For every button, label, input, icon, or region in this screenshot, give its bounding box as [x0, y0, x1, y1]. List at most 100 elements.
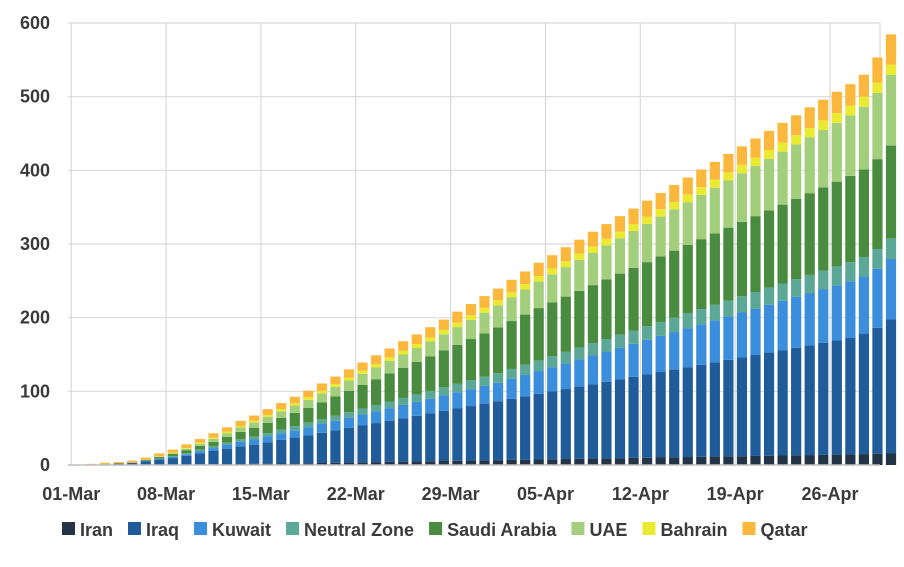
bar-segment-kuwait [357, 414, 368, 426]
bar-segment-iraq [330, 430, 341, 463]
bar-segment-kuwait [479, 385, 490, 404]
bar-segment-kuwait [194, 451, 206, 454]
bar-segment-uae [845, 115, 856, 176]
bar-segment-qatar [357, 362, 368, 371]
bar-segment-qatar [655, 193, 666, 210]
bar-segment-uae [858, 106, 869, 170]
bar-segment-qatar [438, 319, 449, 330]
bar-segment-neutral-zone [547, 356, 558, 368]
bar-segment-saudi-arabia [547, 302, 558, 357]
bar-segment-uae [736, 173, 748, 222]
x-tick-label: 26-Apr [802, 484, 859, 504]
bar-segment-neutral-zone [682, 313, 693, 329]
bar-segment-saudi-arabia [221, 436, 233, 443]
bar-segment-kuwait [818, 289, 829, 343]
bar-segment-uae [614, 238, 626, 274]
bar-segment-saudi-arabia [804, 193, 815, 275]
bar-segment-saudi-arabia [371, 379, 382, 406]
y-tick-label: 200 [20, 308, 50, 328]
bar-segment-saudi-arabia [479, 333, 490, 377]
bar-segment-uae [262, 416, 273, 423]
bar-segment-uae [221, 433, 233, 437]
bar-segment-iran [614, 458, 626, 465]
bar-segment-uae [547, 274, 558, 303]
bar-segment-kuwait [235, 441, 246, 447]
bar-segment-iran [818, 454, 829, 465]
legend-swatch-iraq [128, 522, 142, 535]
bar-segment-iraq [411, 415, 422, 462]
bar-segment-qatar [316, 383, 327, 391]
bar-segment-kuwait [587, 355, 598, 385]
bar-segment-iraq [628, 376, 639, 458]
bar-segment-iraq [371, 423, 382, 463]
bar-segment-bahrain [696, 187, 707, 195]
bar-segment-neutral-zone [262, 433, 273, 437]
bar-segment-qatar [669, 185, 680, 203]
bar-segment-qatar [642, 200, 653, 217]
bar-segment-iraq [682, 367, 693, 458]
bar-segment-neutral-zone [642, 326, 653, 340]
bar-segment-bahrain [858, 96, 869, 107]
bar-segment-bahrain [343, 377, 355, 381]
bar-segment-bahrain [438, 329, 449, 335]
bar-segment-iraq [709, 362, 720, 457]
bar-segment-iran [316, 463, 327, 465]
bar-segment-uae [682, 202, 693, 245]
bar-segment-bahrain [574, 253, 585, 260]
bar-segment-saudi-arabia [208, 441, 219, 447]
bar-segment-bahrain [818, 120, 829, 130]
bar-segment-neutral-zone [208, 446, 219, 449]
bar-segment-uae [452, 327, 463, 345]
bar-segment-iraq [533, 393, 544, 460]
bar-segment-uae [696, 194, 707, 240]
bar-segment-saudi-arabia [831, 181, 842, 267]
bar-segment-neutral-zone [533, 360, 544, 372]
bar-segment-saudi-arabia [682, 244, 693, 314]
bar-segment-iraq [885, 319, 897, 454]
bar-segment-qatar [506, 279, 517, 293]
bar-segment-saudi-arabia [763, 210, 775, 288]
bar-segment-iraq [858, 334, 869, 455]
bar-segment-iraq [316, 432, 327, 464]
bar-segment-bahrain [750, 157, 761, 167]
bar-segment-kuwait [723, 316, 734, 360]
bar-segment-kuwait [425, 398, 436, 414]
bar-segment-saudi-arabia [316, 402, 327, 420]
bar-segment-kuwait [642, 339, 653, 375]
bar-segment-saudi-arabia [154, 457, 165, 459]
bar-segment-saudi-arabia [411, 362, 422, 395]
bar-segment-saudi-arabia [492, 327, 504, 374]
bar-segment-kuwait [154, 458, 165, 460]
bar-segment-qatar [289, 396, 300, 404]
bar-segment-iraq [669, 369, 680, 458]
bar-segment-qatar [560, 247, 571, 262]
bar-segment-saudi-arabia [818, 187, 829, 271]
bar-segment-saudi-arabia [601, 279, 612, 340]
bar-segment-uae [303, 399, 314, 408]
bar-segment-neutral-zone [845, 262, 856, 282]
bar-segment-qatar [574, 239, 585, 254]
bar-segment-iraq [194, 453, 206, 465]
bar-segment-qatar [303, 390, 314, 398]
bar-segment-uae [289, 405, 300, 413]
bar-segment-iran [343, 462, 355, 465]
bar-segment-iran [384, 461, 395, 465]
bar-segment-bahrain [736, 164, 748, 174]
bar-segment-bahrain [547, 268, 558, 275]
bar-segment-kuwait [628, 343, 639, 377]
bar-segment-bahrain [669, 202, 680, 210]
bar-segment-qatar [750, 138, 761, 158]
bar-segment-saudi-arabia [614, 273, 626, 335]
bar-segment-neutral-zone [574, 347, 585, 360]
bar-segment-uae [479, 312, 490, 334]
bar-segment-neutral-zone [425, 390, 436, 399]
bar-segment-iraq [384, 420, 395, 462]
bar-segment-qatar [154, 453, 165, 457]
bar-segment-uae [343, 380, 355, 391]
bar-segment-iran [330, 462, 341, 465]
bar-segment-kuwait [777, 300, 788, 351]
bar-segment-uae [628, 231, 639, 268]
bar-segment-iraq [438, 410, 449, 462]
bar-segment-saudi-arabia [167, 454, 178, 457]
bar-segment-kuwait [371, 411, 382, 424]
